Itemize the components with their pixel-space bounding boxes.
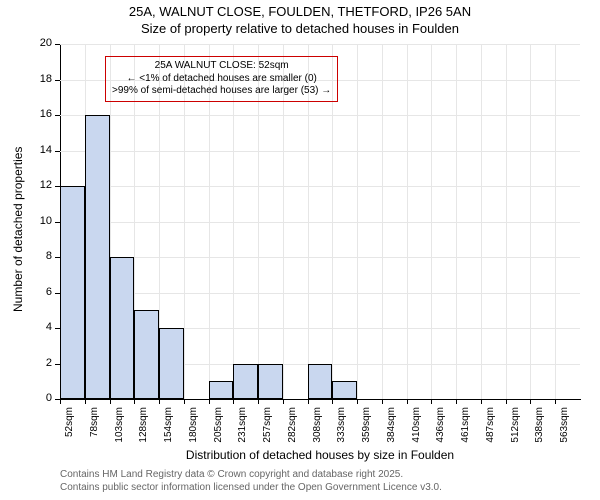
- xtick-label: 78sqm: [89, 407, 100, 447]
- xtick-mark: [258, 399, 259, 404]
- gridline-v: [431, 44, 432, 399]
- gridline-v: [357, 44, 358, 399]
- xtick-label: 563sqm: [559, 407, 570, 447]
- xtick-label: 231sqm: [237, 407, 248, 447]
- ytick-label: 16: [22, 108, 52, 120]
- xtick-mark: [456, 399, 457, 404]
- ytick-mark: [55, 151, 60, 152]
- xtick-mark: [308, 399, 309, 404]
- xtick-label: 205sqm: [213, 407, 224, 447]
- gridline-h: [60, 222, 580, 223]
- gridline-v: [481, 44, 482, 399]
- xtick-label: 128sqm: [138, 407, 149, 447]
- histogram-bar: [332, 381, 357, 399]
- ytick-mark: [55, 115, 60, 116]
- gridline-v: [382, 44, 383, 399]
- xtick-mark: [134, 399, 135, 404]
- xtick-label: 436sqm: [435, 407, 446, 447]
- x-axis-label: Distribution of detached houses by size …: [60, 448, 580, 462]
- histogram-bar: [258, 364, 283, 400]
- ytick-label: 2: [22, 357, 52, 369]
- xtick-label: 538sqm: [534, 407, 545, 447]
- gridline-h: [60, 186, 580, 187]
- ytick-mark: [55, 80, 60, 81]
- xtick-label: 359sqm: [361, 407, 372, 447]
- xtick-label: 512sqm: [510, 407, 521, 447]
- xtick-label: 257sqm: [262, 407, 273, 447]
- histogram-bar: [85, 115, 110, 399]
- histogram-bar: [110, 257, 135, 399]
- ytick-label: 4: [22, 321, 52, 333]
- xtick-mark: [283, 399, 284, 404]
- gridline-v: [530, 44, 531, 399]
- xtick-label: 308sqm: [312, 407, 323, 447]
- xtick-label: 180sqm: [188, 407, 199, 447]
- footnote: Contains HM Land Registry data © Crown c…: [60, 468, 442, 494]
- xtick-label: 410sqm: [411, 407, 422, 447]
- xtick-mark: [85, 399, 86, 404]
- gridline-h: [60, 44, 580, 45]
- xtick-mark: [110, 399, 111, 404]
- ytick-label: 10: [22, 215, 52, 227]
- chart-container: 25A, WALNUT CLOSE, FOULDEN, THETFORD, IP…: [0, 0, 600, 500]
- ytick-label: 12: [22, 179, 52, 191]
- ytick-label: 18: [22, 73, 52, 85]
- gridline-v: [506, 44, 507, 399]
- ytick-label: 20: [22, 37, 52, 49]
- xtick-mark: [159, 399, 160, 404]
- annotation-box: 25A WALNUT CLOSE: 52sqm← <1% of detached…: [105, 56, 338, 102]
- xtick-label: 52sqm: [64, 407, 75, 447]
- xtick-mark: [184, 399, 185, 404]
- ytick-label: 0: [22, 392, 52, 404]
- gridline-h: [60, 293, 580, 294]
- xtick-mark: [431, 399, 432, 404]
- histogram-bar: [159, 328, 184, 399]
- gridline-h: [60, 151, 580, 152]
- xtick-mark: [60, 399, 61, 404]
- xtick-label: 282sqm: [287, 407, 298, 447]
- xtick-mark: [382, 399, 383, 404]
- ytick-mark: [55, 44, 60, 45]
- histogram-bar: [308, 364, 333, 400]
- ytick-label: 14: [22, 144, 52, 156]
- annotation-line-3: >99% of semi-detached houses are larger …: [112, 85, 331, 98]
- xtick-mark: [407, 399, 408, 404]
- footnote-line-1: Contains HM Land Registry data © Crown c…: [60, 468, 442, 481]
- gridline-h: [60, 115, 580, 116]
- chart-title: 25A, WALNUT CLOSE, FOULDEN, THETFORD, IP…: [0, 0, 600, 38]
- xtick-mark: [530, 399, 531, 404]
- gridline-v: [407, 44, 408, 399]
- annotation-line-1: 25A WALNUT CLOSE: 52sqm: [112, 60, 331, 73]
- histogram-bar: [209, 381, 234, 399]
- gridline-v: [555, 44, 556, 399]
- ytick-label: 6: [22, 286, 52, 298]
- xtick-label: 487sqm: [485, 407, 496, 447]
- histogram-bar: [60, 186, 85, 399]
- xtick-label: 384sqm: [386, 407, 397, 447]
- xtick-mark: [209, 399, 210, 404]
- footnote-line-2: Contains public sector information licen…: [60, 481, 442, 494]
- title-line-1: 25A, WALNUT CLOSE, FOULDEN, THETFORD, IP…: [0, 4, 600, 21]
- histogram-bar: [233, 364, 258, 400]
- annotation-line-2: ← <1% of detached houses are smaller (0): [112, 73, 331, 86]
- xtick-mark: [555, 399, 556, 404]
- xtick-label: 461sqm: [460, 407, 471, 447]
- xtick-label: 333sqm: [336, 407, 347, 447]
- xtick-mark: [481, 399, 482, 404]
- xtick-mark: [357, 399, 358, 404]
- xtick-label: 154sqm: [163, 407, 174, 447]
- histogram-bar: [134, 310, 159, 399]
- xtick-mark: [506, 399, 507, 404]
- ytick-label: 8: [22, 250, 52, 262]
- title-line-2: Size of property relative to detached ho…: [0, 21, 600, 38]
- xtick-mark: [233, 399, 234, 404]
- xtick-label: 103sqm: [114, 407, 125, 447]
- xtick-mark: [332, 399, 333, 404]
- gridline-h: [60, 257, 580, 258]
- gridline-v: [456, 44, 457, 399]
